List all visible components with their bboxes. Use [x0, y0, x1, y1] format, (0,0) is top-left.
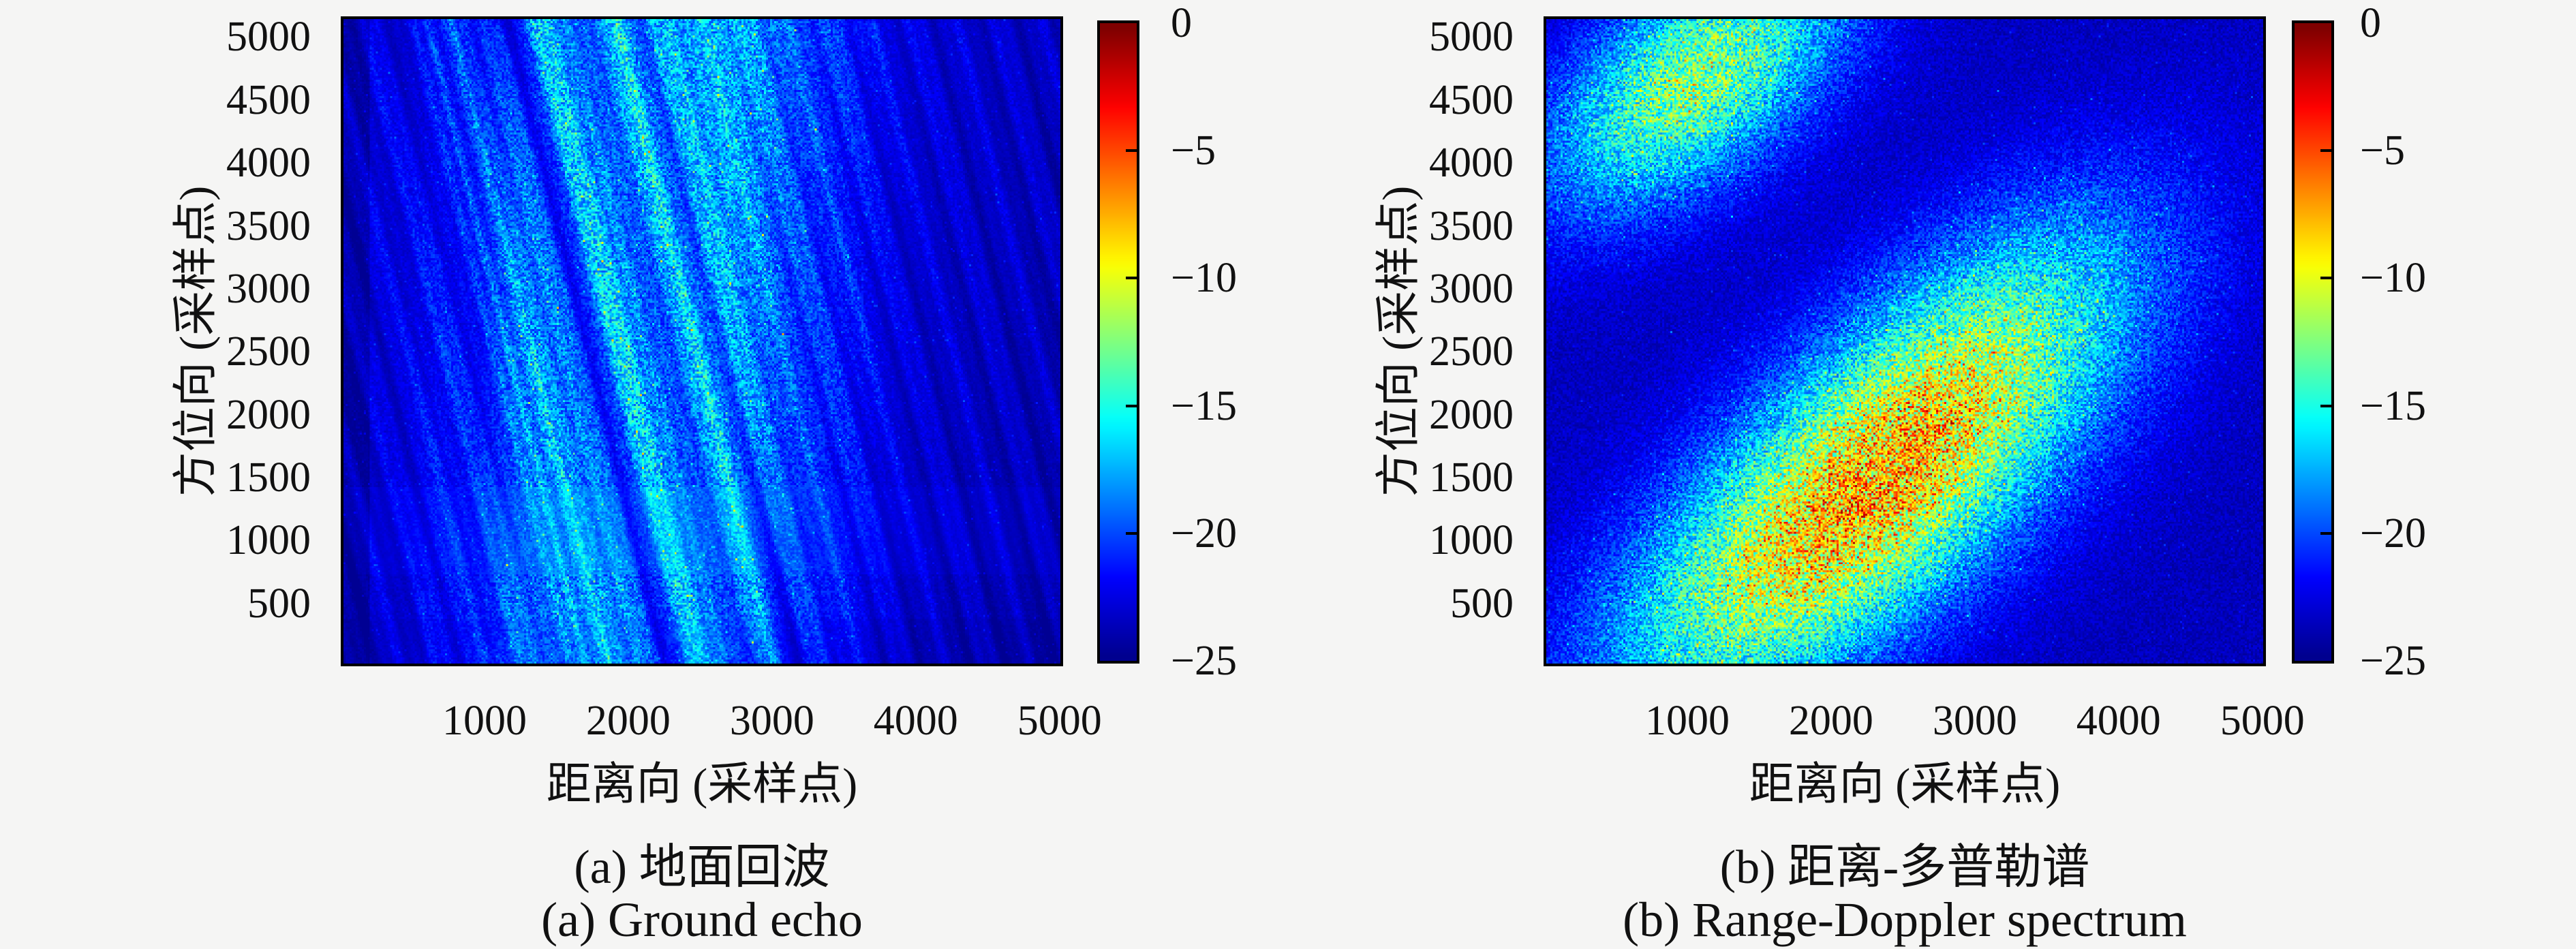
x-tick-label: 5000 — [1017, 698, 1102, 744]
x-tick-label: 1000 — [1644, 698, 1730, 744]
y-tick-label: 2500 — [1429, 328, 1514, 375]
y-tick-label: 500 — [247, 580, 311, 627]
colorbar-tick-mark — [2320, 149, 2331, 153]
colorbar-range-doppler — [2292, 20, 2334, 664]
x-tick-label: 2000 — [585, 698, 671, 744]
colorbar-tick-mark — [2320, 404, 2331, 407]
xlabel-ground-echo: 距离向 (采样点) — [546, 760, 858, 809]
y-tick-label: 1500 — [226, 454, 311, 501]
colorbar-tick-label: −10 — [1171, 255, 1237, 302]
colorbar-tick-label: −5 — [2360, 127, 2405, 174]
caption-zh-range-doppler: (b) 距离-多普勒谱 — [1719, 841, 2090, 894]
colorbar-tick-mark — [1126, 531, 1137, 535]
heatmap-range-doppler — [1546, 19, 2263, 664]
x-tick-label: 5000 — [2220, 698, 2305, 744]
y-tick-label: 2000 — [226, 391, 311, 438]
y-tick-label: 4000 — [226, 140, 311, 187]
y-tick-label: 1500 — [1429, 454, 1514, 501]
plot-area-range-doppler — [1544, 16, 2266, 666]
colorbar-ground-echo — [1097, 20, 1139, 664]
x-tick-label: 1000 — [442, 698, 527, 744]
x-tick-label: 3000 — [1932, 698, 2017, 744]
y-tick-label: 3500 — [226, 202, 311, 249]
colorbar-tick-label: −25 — [2360, 638, 2426, 684]
colorbar-gradient-range-doppler — [2295, 23, 2331, 661]
x-tick-label: 4000 — [873, 698, 958, 744]
y-tick-label: 3000 — [226, 265, 311, 312]
y-tick-label: 5000 — [226, 14, 311, 61]
x-tick-label: 3000 — [729, 698, 814, 744]
y-tick-label: 500 — [1450, 580, 1514, 627]
y-tick-label: 1000 — [1429, 517, 1514, 564]
colorbar-tick-mark — [2320, 531, 2331, 535]
colorbar-tick-mark — [1126, 149, 1137, 153]
colorbar-tick-label: −15 — [2360, 382, 2426, 429]
colorbar-tick-label: −10 — [2360, 255, 2426, 302]
caption-en-range-doppler: (b) Range-Doppler spectrum — [1623, 892, 2187, 947]
xlabel-range-doppler: 距离向 (采样点) — [1749, 760, 2061, 809]
colorbar-tick-mark — [2320, 277, 2331, 280]
y-tick-label: 1000 — [226, 517, 311, 564]
colorbar-tick-label: −15 — [1171, 382, 1237, 429]
x-tick-label: 2000 — [1788, 698, 1873, 744]
colorbar-tick-label: −20 — [2360, 510, 2426, 557]
colorbar-tick-label: −5 — [1171, 127, 1216, 174]
y-tick-label: 4000 — [1429, 140, 1514, 187]
y-tick-label: 2000 — [1429, 391, 1514, 438]
y-tick-label: 5000 — [1429, 14, 1514, 61]
colorbar-tick-label: −25 — [1171, 638, 1237, 684]
plot-area-ground-echo — [341, 16, 1063, 666]
colorbar-tick-mark — [1126, 404, 1137, 407]
colorbar-tick-label: 0 — [2360, 0, 2381, 46]
heatmap-ground-echo — [343, 19, 1060, 664]
colorbar-tick-label: −20 — [1171, 510, 1237, 557]
y-tick-label: 4500 — [1429, 76, 1514, 123]
y-tick-label: 4500 — [226, 76, 311, 123]
y-tick-label: 3000 — [1429, 265, 1514, 312]
ylabel-range-doppler: 方位向 (采样点) — [1374, 185, 1424, 497]
caption-zh-ground-echo: (a) 地面回波 — [574, 841, 830, 894]
colorbar-tick-mark — [1126, 277, 1137, 280]
colorbar-tick-label: 0 — [1171, 0, 1192, 46]
x-tick-label: 4000 — [2076, 698, 2161, 744]
y-tick-label: 2500 — [226, 328, 311, 375]
y-tick-label: 3500 — [1429, 202, 1514, 249]
colorbar-gradient-ground-echo — [1100, 23, 1137, 661]
caption-en-ground-echo: (a) Ground echo — [541, 892, 863, 947]
ylabel-ground-echo: 方位向 (采样点) — [171, 185, 221, 497]
